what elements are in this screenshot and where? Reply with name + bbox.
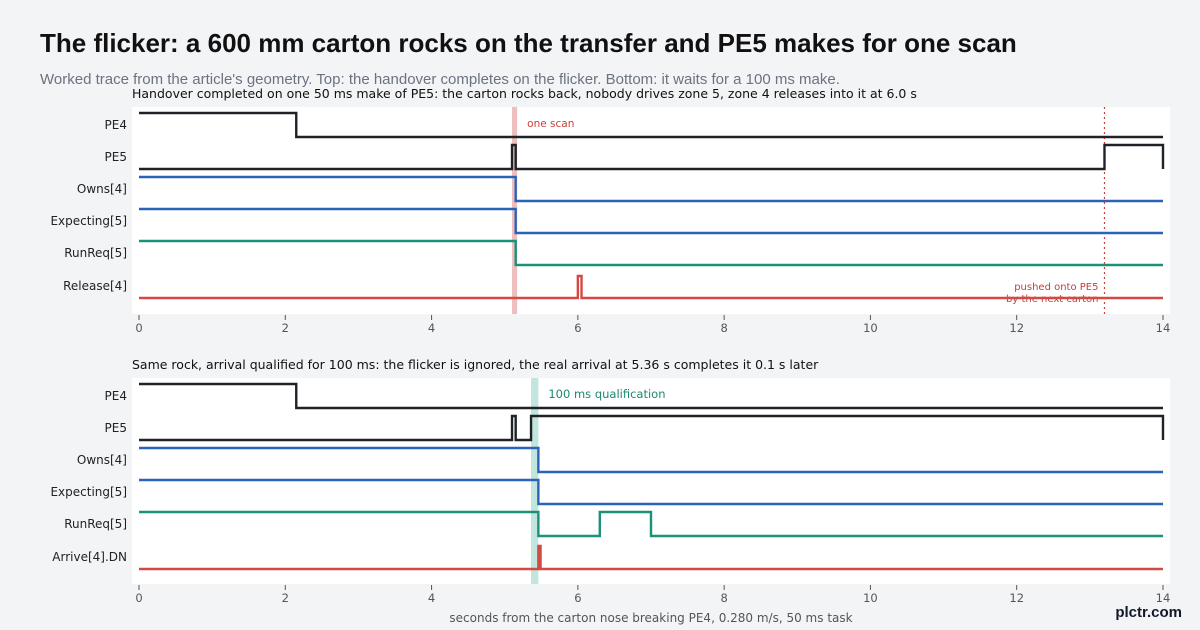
x-tick-label: 6 bbox=[574, 591, 581, 605]
signal-trace-pe4 bbox=[139, 111, 1163, 139]
signal-trace-runreq-5- bbox=[139, 510, 1163, 538]
signal-label: Owns[4] bbox=[77, 453, 127, 467]
panel-1: Handover completed on one 50 ms make of … bbox=[50, 86, 1170, 335]
signal-trace-pe5 bbox=[139, 143, 1165, 171]
x-tick-label: 8 bbox=[720, 321, 727, 335]
x-tick-label: 8 bbox=[720, 591, 727, 605]
signal-label: PE4 bbox=[105, 389, 127, 403]
signal-label: Arrive[4].DN bbox=[52, 550, 127, 564]
signal-trace-expecting-5- bbox=[139, 478, 1163, 506]
signal-trace-runreq-5- bbox=[139, 239, 1163, 267]
x-tick-label: 10 bbox=[863, 321, 878, 335]
chart-title: The flicker: a 600 mm carton rocks on th… bbox=[40, 28, 1017, 58]
chart-subtitle: Worked trace from the article's geometry… bbox=[40, 71, 840, 88]
x-tick-label: 4 bbox=[428, 591, 435, 605]
x-tick-label: 2 bbox=[282, 321, 289, 335]
x-tick-label: 14 bbox=[1156, 591, 1171, 605]
x-axis-label: seconds from the carton nose breaking PE… bbox=[449, 611, 852, 625]
signal-label: Expecting[5] bbox=[50, 214, 127, 228]
event-marker-label: pushed onto PE5 bbox=[1014, 282, 1098, 293]
signal-label: RunReq[5] bbox=[64, 246, 127, 260]
signal-trace-release-4- bbox=[139, 274, 1163, 300]
x-tick-label: 6 bbox=[574, 321, 581, 335]
x-tick-label: 12 bbox=[1009, 321, 1024, 335]
x-tick-label: 0 bbox=[135, 321, 142, 335]
band-label: one scan bbox=[527, 118, 574, 130]
x-tick-label: 4 bbox=[428, 321, 435, 335]
signal-trace-pe5 bbox=[139, 414, 1165, 442]
signal-label: PE5 bbox=[105, 421, 127, 435]
signal-trace-expecting-5- bbox=[139, 207, 1163, 235]
signal-label: PE4 bbox=[105, 118, 127, 132]
x-tick-label: 2 bbox=[282, 591, 289, 605]
signal-label: Expecting[5] bbox=[50, 485, 127, 499]
x-tick-label: 10 bbox=[863, 591, 878, 605]
x-tick-label: 14 bbox=[1156, 321, 1171, 335]
panel-2: Same rock, arrival qualified for 100 ms:… bbox=[50, 357, 1170, 625]
signal-trace-owns-4- bbox=[139, 175, 1163, 203]
signal-label: PE5 bbox=[105, 150, 127, 164]
signal-label: RunReq[5] bbox=[64, 517, 127, 531]
signal-label: Owns[4] bbox=[77, 182, 127, 196]
panel-title: Same rock, arrival qualified for 100 ms:… bbox=[132, 357, 819, 372]
x-tick-label: 0 bbox=[135, 591, 142, 605]
event-marker-label: by the next carton bbox=[1006, 294, 1098, 305]
signal-trace-owns-4- bbox=[139, 446, 1163, 474]
plot-background bbox=[132, 107, 1170, 314]
brand-logo: plctr.com bbox=[1115, 604, 1182, 621]
panel-title: Handover completed on one 50 ms make of … bbox=[132, 86, 917, 101]
signal-trace-arrive-4-dn bbox=[139, 544, 1163, 571]
x-tick-label: 12 bbox=[1009, 591, 1024, 605]
band-label: 100 ms qualification bbox=[548, 387, 665, 401]
signal-trace-pe4 bbox=[139, 382, 1163, 410]
signal-label: Release[4] bbox=[63, 279, 127, 293]
